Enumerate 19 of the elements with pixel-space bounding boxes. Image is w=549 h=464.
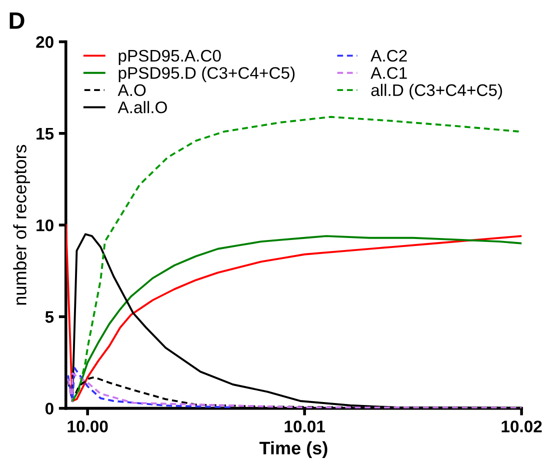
y-tick-label: 0 — [45, 402, 54, 415]
legend-label: A.O — [118, 84, 146, 96]
legend-label: pPSD95.A.C0 — [118, 50, 221, 65]
x-tick-label: 10.00 — [68, 420, 108, 432]
legend-label: A.C1 — [370, 67, 407, 79]
chart-title: D — [10, 12, 24, 29]
y-tick-label: 20 — [36, 36, 54, 48]
x-tick-label: 10.02 — [502, 420, 542, 432]
y-tick-label: 5 — [45, 311, 54, 323]
legend-label: all.D (C3+C4+C5) — [371, 84, 502, 100]
y-tick-label: 15 — [36, 128, 54, 140]
x-axis-title: Time (s) — [259, 441, 328, 458]
x-tick-label: 10.01 — [284, 420, 325, 432]
line-series — [71, 116, 520, 402]
y-tick-label: 10 — [36, 219, 54, 232]
legend-label: A.all.O — [118, 101, 167, 114]
y-axis-title: number of receptors — [13, 144, 30, 305]
legend-label: pPSD95.D (C3+C4+C5) — [118, 66, 295, 82]
legend-label: A.C2 — [370, 50, 407, 62]
